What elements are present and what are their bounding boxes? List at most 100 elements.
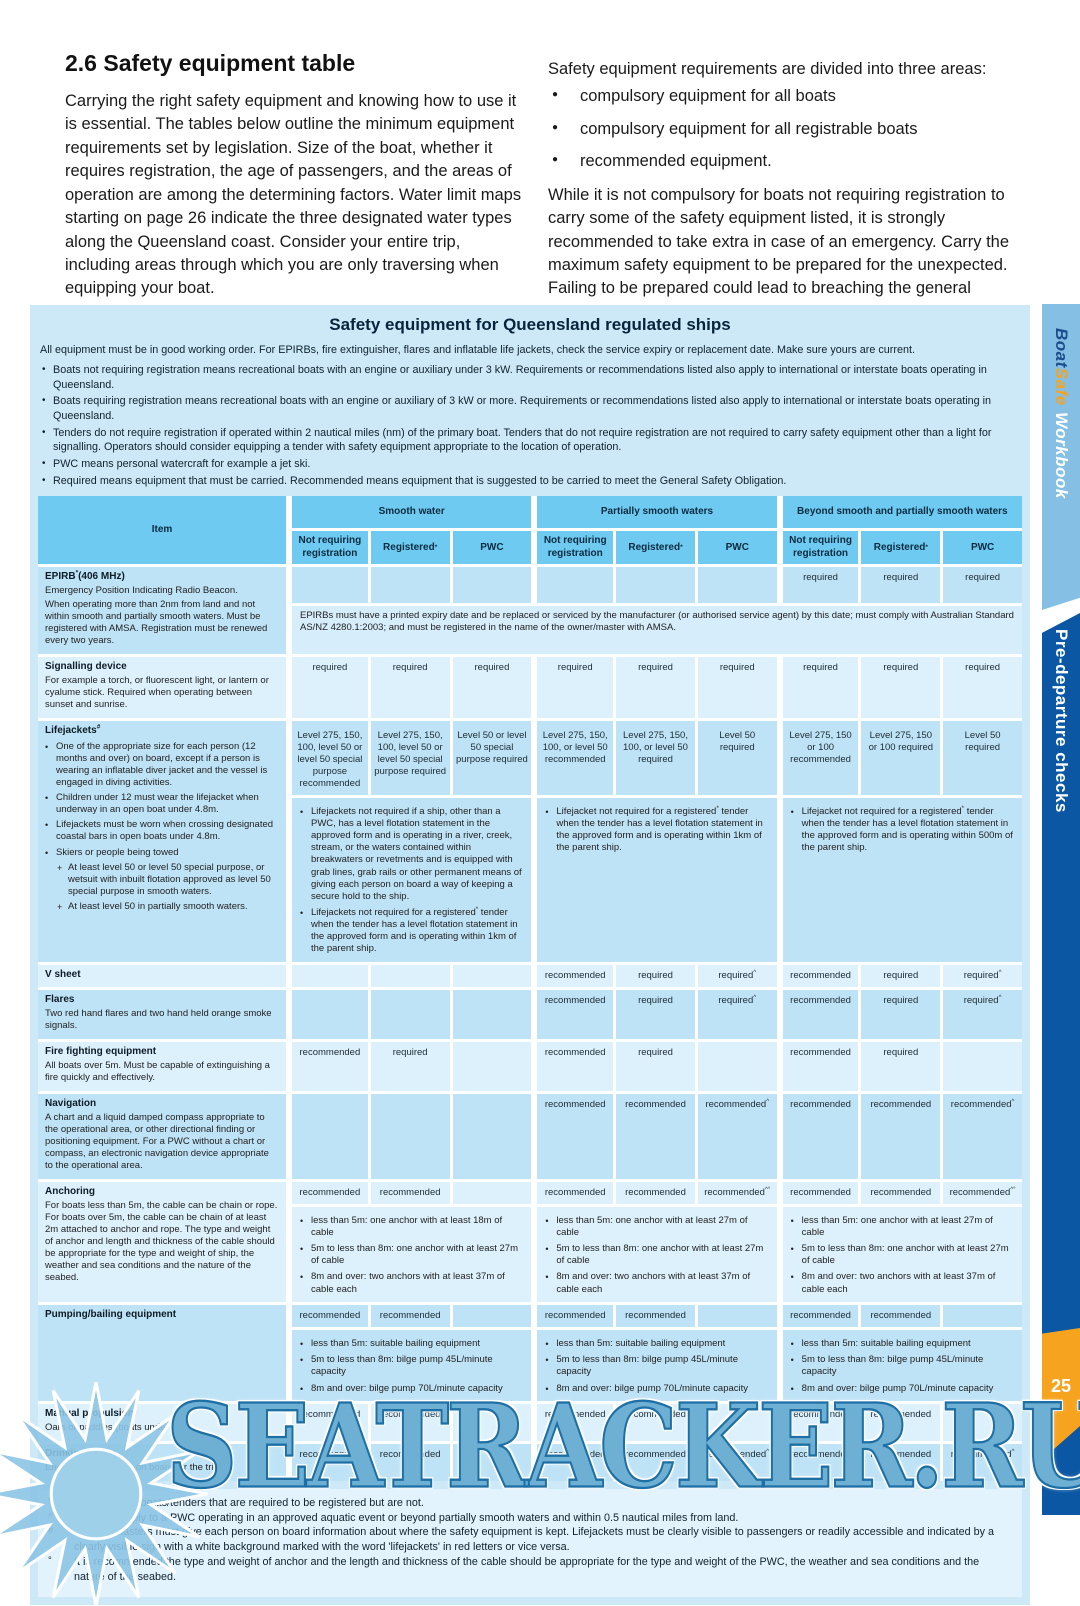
footnote-symbol: * xyxy=(48,1495,52,1507)
cell-fire-fighting-smooth-registered: required xyxy=(370,1042,450,1091)
cell-drinking-water-smooth-not-requiring: recommended xyxy=(289,1443,368,1481)
note-bullet: • 8m and over: bilge pump 70L/minute capa… xyxy=(545,1382,749,1394)
cell-drinking-water-beyond-registered: recommended xyxy=(861,1443,941,1481)
bullet-icon: • xyxy=(790,1215,794,1226)
cell-fire-fighting-beyond-pwc xyxy=(943,1042,1022,1091)
panel-note: Required means equipment that must be ca… xyxy=(40,474,1020,489)
row-title: Manual propulsion xyxy=(45,1408,134,1420)
bullet-icon: • xyxy=(45,742,49,753)
row-description: Two red hand flares and two hand held or… xyxy=(45,1007,272,1032)
note-bullet: • 5m to less than 8m: one anchor with at … xyxy=(300,1243,518,1267)
cell-pumping-bailing-smooth-not-requiring: recommended xyxy=(289,1304,368,1327)
footnote-row: * Also includes boats/tenders that are r… xyxy=(44,1496,1012,1511)
col-sub-beyond-not-requiring: Not requiring registration xyxy=(779,531,859,565)
note-lifejackets-beyond: • Lifejacket not required for a registere… xyxy=(779,797,1022,962)
note-pumping-bailing-beyond: • less than 5m: suitable bailing equipmen… xyxy=(779,1329,1022,1402)
cell-lifejackets-smooth-not-requiring: Level 275, 150, 100, level 50 or level 5… xyxy=(289,721,368,795)
cell-flares-beyond-registered: required xyxy=(861,990,941,1040)
cell-signalling-smooth-pwc: required xyxy=(452,657,532,719)
note-bullet: • Lifejackets not required for a register… xyxy=(300,905,518,955)
cell-lifejackets-beyond-not-requiring: Level 275, 150 or 100 recommended xyxy=(779,721,859,795)
bullet-icon: • xyxy=(300,1244,304,1255)
row-bullet: • Lifejackets must be worn when crossing … xyxy=(45,819,274,843)
note-bullet: • 8m and over: two anchors with at least … xyxy=(545,1271,751,1295)
bullet-icon: • xyxy=(790,806,794,817)
cell-drinking-water-smooth-registered: recommended xyxy=(370,1443,450,1481)
note-bullet: • less than 5m: suitable bailing equipmen… xyxy=(790,1337,971,1349)
cell-navigation-partial-registered: recommended xyxy=(616,1093,695,1179)
cell-signalling-beyond-registered: required xyxy=(861,657,941,719)
row-description: When operating more than 2nm from land a… xyxy=(45,599,268,647)
note-pumping-bailing-partial: • less than 5m: suitable bailing equipmen… xyxy=(534,1329,777,1402)
col-sub-smooth-pwc: PWC xyxy=(452,531,532,565)
col-group-beyond: Beyond smooth and partially smooth water… xyxy=(779,496,1022,529)
row-pumping-bailing-item: Pumping/bailing equipment xyxy=(38,1304,286,1402)
bullet-icon: • xyxy=(545,1338,549,1349)
cell-v-sheet-beyond-not-requiring: recommended xyxy=(779,964,859,988)
row-lifejackets-item: Lifejackets# • One of the appropriate size… xyxy=(38,721,286,962)
footnote-text: It is recommended the type and weight of… xyxy=(74,1556,980,1584)
cell-manual-propulsion-beyond-registered: recommended xyxy=(861,1404,941,1441)
cell-fire-fighting-smooth-pwc xyxy=(452,1042,532,1091)
cell-v-sheet-smooth-registered xyxy=(370,964,450,988)
cell-v-sheet-beyond-registered: required xyxy=(861,964,941,988)
footnote-symbol: ^ xyxy=(48,1510,53,1522)
note-bullet: • 5m to less than 8m: bilge pump 45L/minu… xyxy=(790,1354,984,1378)
note-anchoring-partial: • less than 5m: one anchor with at least … xyxy=(534,1206,777,1302)
col-sub-partial-not-requiring: Not requiring registration xyxy=(534,531,614,565)
cell-fire-fighting-partial-registered: required xyxy=(616,1042,695,1091)
cell-signalling-partial-registered: required xyxy=(616,657,695,719)
row-description: Emergency Position Indicating Radio Beac… xyxy=(45,585,238,597)
cell-anchoring-beyond-not-requiring: recommended xyxy=(779,1181,859,1204)
bullet-icon: • xyxy=(545,1355,549,1366)
cell-pumping-bailing-partial-not-requiring: recommended xyxy=(534,1304,614,1327)
note-anchoring-smooth: • less than 5m: one anchor with at least … xyxy=(289,1206,532,1302)
footnote-text: Does not apply to a PWC operating in an … xyxy=(74,1511,739,1524)
row-title: Flares xyxy=(45,994,75,1006)
cell-manual-propulsion-smooth-registered: recommended xyxy=(370,1404,450,1441)
cell-navigation-beyond-not-requiring: recommended xyxy=(779,1093,859,1179)
col-sub-partial-registered: Registered * xyxy=(616,531,695,565)
plus-bullet-icon: + xyxy=(57,863,63,874)
cell-drinking-water-beyond-pwc: recommended^ xyxy=(943,1443,1022,1481)
cell-pumping-bailing-beyond-pwc xyxy=(943,1304,1022,1327)
cell-pumping-bailing-smooth-pwc xyxy=(452,1304,532,1327)
cell-drinking-water-beyond-not-requiring: recommended xyxy=(779,1443,859,1481)
cell-v-sheet-beyond-pwc: required^ xyxy=(943,964,1022,988)
cell-v-sheet-smooth-pwc xyxy=(452,964,532,988)
cell-flares-partial-pwc: required^ xyxy=(697,990,777,1040)
cell-flares-smooth-pwc xyxy=(452,990,532,1040)
panel-note: Tenders do not require registration if o… xyxy=(40,426,1020,455)
note-lifejackets-smooth: • Lifejackets not required if a ship, oth… xyxy=(289,797,532,962)
cell-lifejackets-partial-pwc: Level 50 required xyxy=(697,721,777,795)
row-title: Lifejackets# xyxy=(45,724,101,737)
row-bullet: • One of the appropriate size for each pe… xyxy=(45,741,268,789)
cell-fire-fighting-beyond-not-requiring: recommended xyxy=(779,1042,859,1091)
bullet-icon: • xyxy=(790,1338,794,1349)
note-bullet: • 5m to less than 8m: bilge pump 45L/minu… xyxy=(300,1354,493,1378)
cell-epirb-beyond-registered: required xyxy=(861,567,941,604)
cell-navigation-smooth-not-requiring xyxy=(289,1093,368,1179)
cell-drinking-water-partial-registered: recommended xyxy=(616,1443,695,1481)
cell-epirb-smooth-pwc xyxy=(452,567,532,604)
row-description: A chart and a liquid damped compass appr… xyxy=(45,1111,269,1171)
note-bullet: • 8m and over: bilge pump 70L/minute capa… xyxy=(300,1382,503,1394)
cell-signalling-partial-not-requiring: required xyxy=(534,657,614,719)
cell-flares-partial-not-requiring: recommended xyxy=(534,990,614,1040)
note-bullet: • 5m to less than 8m: one anchor with at … xyxy=(790,1243,1009,1267)
bullet-icon: • xyxy=(300,1355,304,1366)
row-title: Navigation xyxy=(45,1097,97,1109)
cell-manual-propulsion-partial-registered: recommended xyxy=(616,1404,695,1441)
panel-note: PWC means personal watercraft for exampl… xyxy=(40,457,1020,472)
cell-v-sheet-partial-pwc: required^ xyxy=(697,964,777,988)
note-bullet: • less than 5m: one anchor with at least … xyxy=(545,1214,748,1238)
col-sub-smooth-registered: Registered * xyxy=(370,531,450,565)
bullet-icon: • xyxy=(545,1383,549,1394)
cell-signalling-beyond-pwc: required xyxy=(943,657,1022,719)
bullet-icon: • xyxy=(300,1215,304,1226)
bullet-icon: • xyxy=(300,1338,304,1349)
cell-manual-propulsion-smooth-pwc xyxy=(452,1404,532,1441)
sidebar-brand-band: BoatSafeWorkbook xyxy=(1042,304,1080,610)
cell-lifejackets-smooth-registered: Level 275, 150, 100, level 50 or level 5… xyxy=(370,721,450,795)
footnote-row: # Owners/masters must give each person o… xyxy=(44,1525,1012,1555)
